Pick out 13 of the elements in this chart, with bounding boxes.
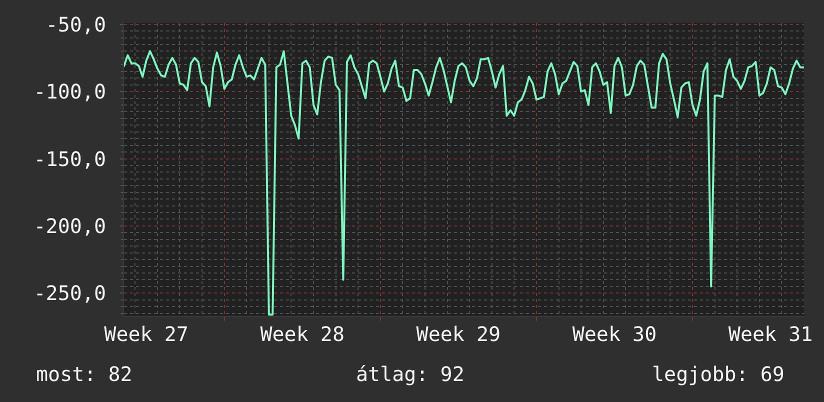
x-tick-label: Week 31	[728, 322, 813, 346]
text: legjobb: 69	[652, 362, 784, 386]
text: átlag: 92	[356, 362, 464, 386]
y-tick-label: -250,0	[34, 281, 106, 306]
x-tick-label: Week 30	[572, 322, 657, 346]
y-tick-label: -100,0	[34, 80, 106, 104]
y-tick-label: -50,0	[46, 12, 106, 36]
x-tick-label: Week 29	[416, 322, 501, 346]
text: most: 82	[36, 362, 132, 386]
y-tick-label: -200,0	[34, 214, 106, 238]
y-tick-label: -150,0	[34, 146, 106, 171]
x-tick-label: Week 27	[104, 322, 188, 346]
x-tick-label: Week 28	[260, 322, 345, 346]
